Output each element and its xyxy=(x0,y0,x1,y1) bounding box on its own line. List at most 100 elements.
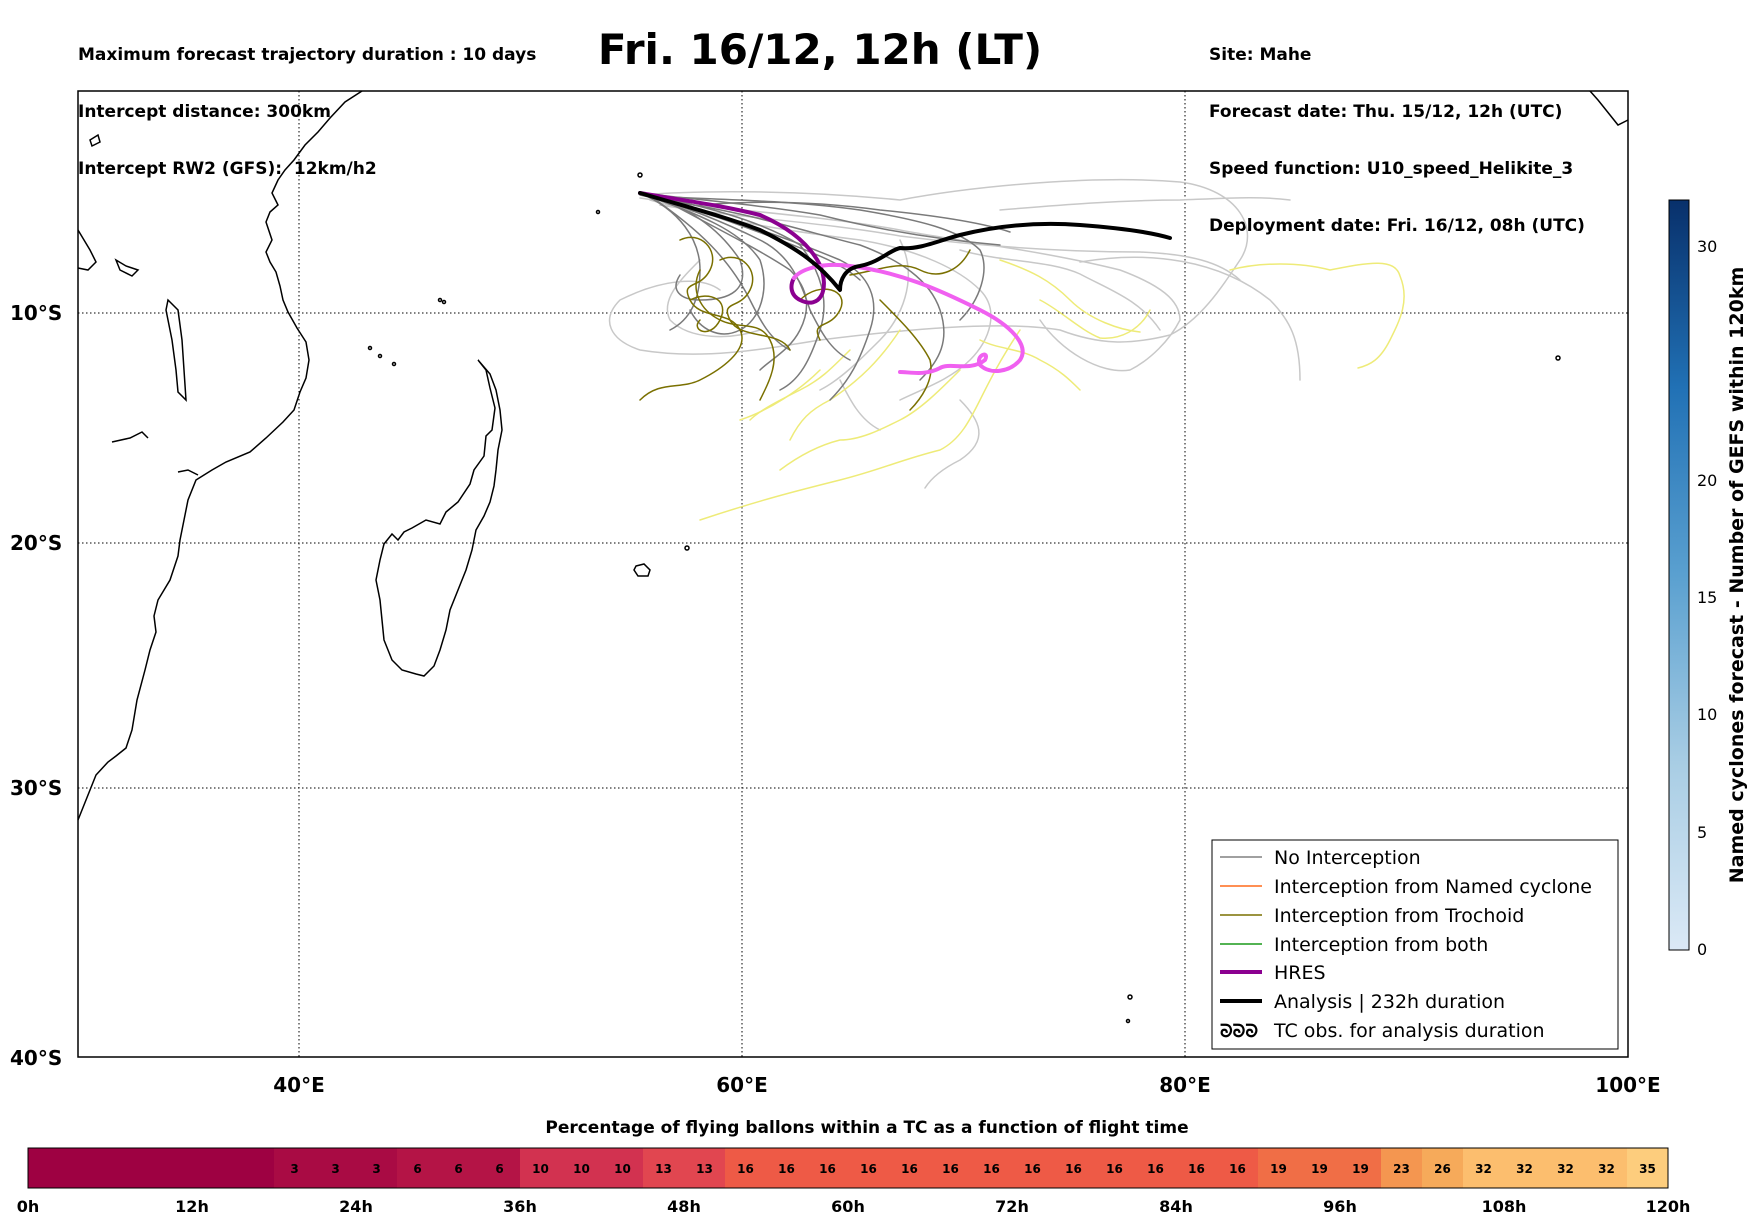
time-bar-cell xyxy=(438,1148,480,1188)
spread-track-1 xyxy=(609,178,1249,355)
legend-label-no-interception: No Interception xyxy=(1274,847,1421,869)
time-bar-cell xyxy=(192,1148,234,1188)
spread-track-7 xyxy=(959,249,1161,331)
speed-function-text: Speed function: U10_speed_Helikite_3 xyxy=(1209,159,1574,179)
time-bar-cell-label: 16 xyxy=(1065,1162,1082,1176)
time-bar-cell xyxy=(930,1148,972,1188)
gray-track-9 xyxy=(659,199,945,381)
gray-track-3 xyxy=(639,192,851,361)
time-bar-cell xyxy=(479,1148,521,1188)
time-bar-cell-label: 16 xyxy=(1024,1162,1041,1176)
lon-tick-60e: 60°E xyxy=(716,1073,768,1097)
time-bar-cell xyxy=(110,1148,152,1188)
time-bar-cell xyxy=(233,1148,275,1188)
time-bar-cell xyxy=(848,1148,890,1188)
legend-label-named-cyclone: Interception from Named cyclone xyxy=(1274,876,1592,898)
time-bar-cell xyxy=(520,1148,562,1188)
time-tick-label: 60h xyxy=(831,1197,865,1216)
lon-tick-40e: 40°E xyxy=(273,1073,325,1097)
time-bar-frame xyxy=(27,1147,1669,1189)
time-bar-cell-label: 16 xyxy=(983,1162,1000,1176)
seychelles-1 xyxy=(637,172,643,178)
lon-tick-100e: 100°E xyxy=(1595,1073,1660,1097)
maldives-tip xyxy=(1589,90,1629,126)
time-bar-cell-label: 26 xyxy=(1434,1162,1451,1176)
time-tick-label: 36h xyxy=(503,1197,537,1216)
comoros-1 xyxy=(377,353,383,359)
time-bar-cell-label: 16 xyxy=(1147,1162,1164,1176)
intercept-rw2-text: Intercept RW2 (GFS): 12km/h2 xyxy=(78,159,377,179)
olive-track-7 xyxy=(799,288,843,341)
time-bar-cell-label: 19 xyxy=(1311,1162,1328,1176)
legend-label-tc-obs: TC obs. for analysis duration xyxy=(1273,1020,1545,1042)
time-bar-cell-label: 32 xyxy=(1516,1162,1533,1176)
time-bar-cell xyxy=(1135,1148,1177,1188)
spread-track-10 xyxy=(924,399,980,489)
time-bar-cell xyxy=(766,1148,808,1188)
time-bar-cell-label: 3 xyxy=(290,1162,298,1176)
time-bar-cell-label: 19 xyxy=(1270,1162,1287,1176)
time-tick-label: 48h xyxy=(667,1197,701,1216)
time-bar-cell-label: 6 xyxy=(495,1162,503,1176)
yellow-track-2 xyxy=(1039,299,1151,339)
colorbar-tick-30: 30 xyxy=(1697,237,1717,256)
time-bar-cell xyxy=(1258,1148,1300,1188)
trajectories xyxy=(609,178,1405,521)
time-bar-cell xyxy=(1053,1148,1095,1188)
lat-tick-30s: 30°S xyxy=(10,776,62,800)
time-bar-cell xyxy=(643,1148,685,1188)
time-tick-label: 84h xyxy=(1159,1197,1193,1216)
time-bar-cell xyxy=(561,1148,603,1188)
legend-box xyxy=(1211,839,1619,1050)
time-bar-cell-label: 10 xyxy=(614,1162,631,1176)
time-bar-cell-label: 16 xyxy=(901,1162,918,1176)
yellow-track-4 xyxy=(779,369,961,471)
time-bar-title: Percentage of flying ballons within a TC… xyxy=(545,1118,1188,1138)
time-bar-cell xyxy=(28,1148,70,1188)
time-bar-cell-label: 16 xyxy=(860,1162,877,1176)
gray-track-8 xyxy=(649,195,791,351)
yellow-tracks xyxy=(699,259,1405,521)
time-bar-cell-label: 16 xyxy=(1229,1162,1246,1176)
time-tick-label: 120h xyxy=(1646,1197,1691,1216)
time-bar-cell-label: 16 xyxy=(1106,1162,1123,1176)
colorbar: 0 5 10 15 20 30 Named cyclones forecast … xyxy=(1668,199,1748,959)
header-right-block: Site: Mahe Forecast date: Thu. 15/12, 12… xyxy=(1209,8,1585,255)
lat-tick-20s: 20°S xyxy=(10,531,62,555)
deployment-date-text: Deployment date: Fri. 16/12, 08h (UTC) xyxy=(1209,216,1585,236)
spread-track-6 xyxy=(666,259,761,338)
aldabra-1 xyxy=(437,297,443,303)
time-bar-cell-label: 16 xyxy=(737,1162,754,1176)
time-bar-cell xyxy=(69,1148,111,1188)
time-bar-cell xyxy=(807,1148,849,1188)
aldabra-2 xyxy=(441,299,447,305)
horn-coastline xyxy=(77,229,97,271)
lon-tick-labels: 40°E 60°E 80°E 100°E xyxy=(273,1073,1660,1097)
comoros-3 xyxy=(367,345,373,351)
time-bar-cell-label: 10 xyxy=(532,1162,549,1176)
time-bar-cell xyxy=(1299,1148,1341,1188)
mafia-island xyxy=(89,133,101,148)
lat-tick-10s: 10°S xyxy=(10,301,62,325)
time-bar-cell xyxy=(725,1148,767,1188)
time-bar-cell-label: 16 xyxy=(1188,1162,1205,1176)
spread-track-11 xyxy=(839,379,881,431)
time-tick-label: 96h xyxy=(1323,1197,1357,1216)
gray-track-11 xyxy=(699,201,1011,233)
madagascar-coastline xyxy=(375,359,503,677)
time-bar-cell xyxy=(356,1148,398,1188)
time-bar-cell xyxy=(315,1148,357,1188)
olive-track-5 xyxy=(879,299,932,411)
spread-track-9 xyxy=(1079,256,1301,381)
amsterdam-island xyxy=(1127,994,1133,1000)
time-bar-cell-label: 10 xyxy=(573,1162,590,1176)
time-bar-cell xyxy=(1504,1148,1546,1188)
yellow-track-9 xyxy=(739,369,821,421)
time-bar: 3 3 3 6 6 6 10 10 10 13 13 16 16 16 16 16 16 16 16 16 16 16 16… xyxy=(28,1148,1669,1188)
page-title: Fri. 16/12, 12h (LT) xyxy=(597,25,1043,74)
time-bar-cell xyxy=(971,1148,1013,1188)
analysis-track xyxy=(638,191,1172,292)
coastlines xyxy=(77,90,1629,1024)
time-bar-cell-label: 3 xyxy=(331,1162,339,1176)
legend-label-hres: HRES xyxy=(1274,962,1326,984)
